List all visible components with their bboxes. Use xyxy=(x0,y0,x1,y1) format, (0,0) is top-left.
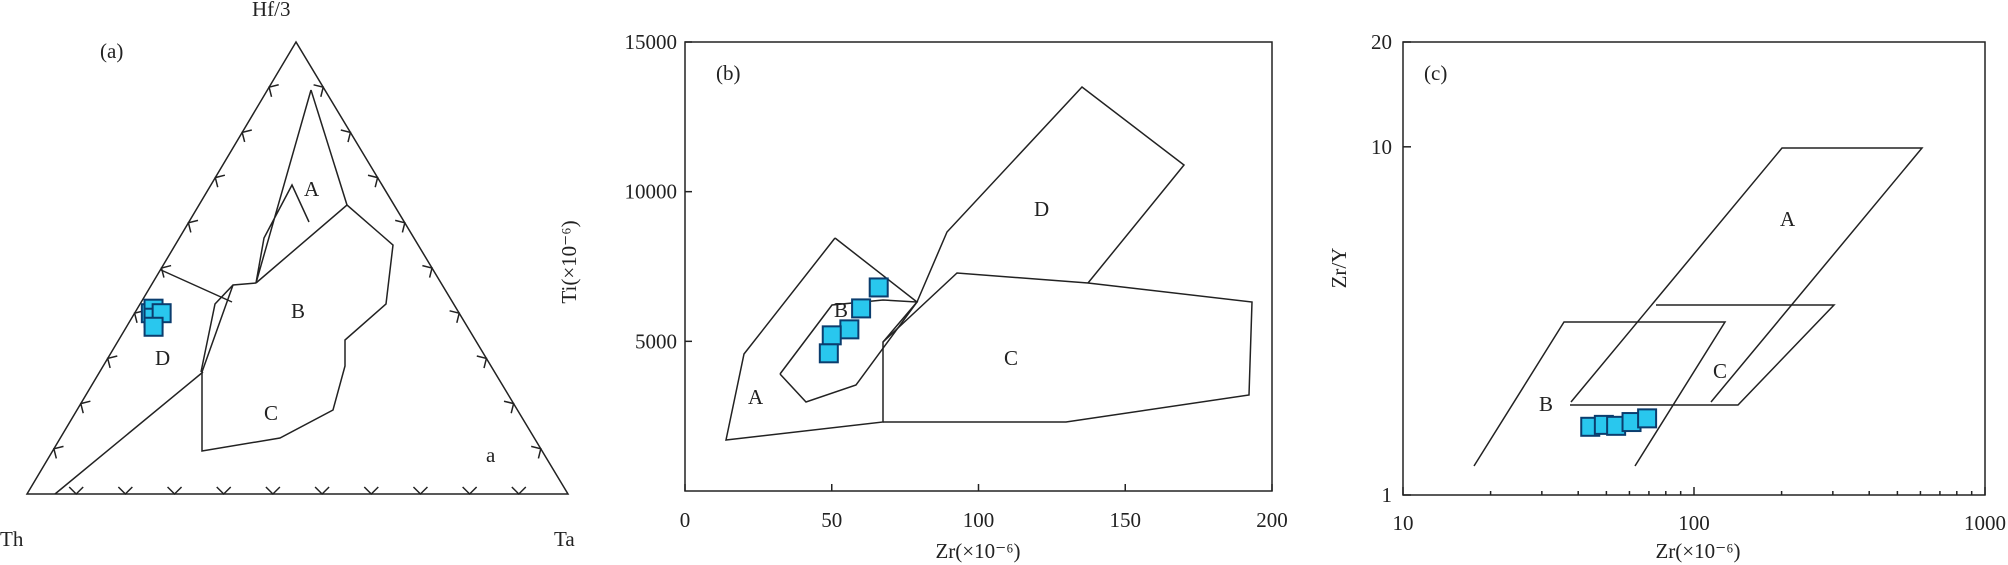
field-label-b: B xyxy=(291,299,305,323)
y-tick-label: 1 xyxy=(1382,483,1393,507)
field-c-polygon xyxy=(882,272,1253,423)
field-d-boundary xyxy=(160,269,233,303)
x-tick-label: 10 xyxy=(1393,511,1414,535)
tick-mark xyxy=(68,486,84,496)
panel-c-data-points xyxy=(1580,408,1658,437)
tick-mark xyxy=(422,264,433,278)
ternary-outline xyxy=(25,40,570,495)
field-label-d: D xyxy=(155,346,170,370)
y-tick-label: 5000 xyxy=(635,329,677,353)
panel-a-label: (a) xyxy=(100,39,123,63)
y-tick-label: 15000 xyxy=(625,30,678,54)
x-tick-label: 100 xyxy=(1678,511,1710,535)
panel-b-field-label-a: A xyxy=(748,385,764,409)
panel-c-plot-frame xyxy=(1402,41,1986,496)
ternary-tick-marks xyxy=(52,84,542,496)
panel-b-plot-frame xyxy=(684,41,1273,492)
data-point xyxy=(868,277,889,298)
panel-c-field-a-polygon xyxy=(1570,147,1924,403)
tick-mark xyxy=(216,486,232,496)
tick-mark xyxy=(531,445,542,459)
field-d-lower-line xyxy=(54,371,204,495)
tick-mark xyxy=(503,400,515,414)
panel-b-data-points xyxy=(818,277,889,364)
x-tick-label: 200 xyxy=(1256,508,1288,532)
x-tick-label: 1000 xyxy=(1964,511,2006,535)
panel-b-x-axis-label: Zr(×10⁻⁶) xyxy=(935,539,1020,563)
panel-c-field-b-polygon xyxy=(1473,321,1727,467)
tick-mark xyxy=(511,486,527,496)
data-point xyxy=(839,319,860,340)
data-point xyxy=(818,343,839,364)
field-d-polygon xyxy=(916,85,1186,303)
panel-b-y-axis-label: Ti(×10⁻⁶) xyxy=(557,220,581,303)
panel-c-label: (c) xyxy=(1424,61,1447,85)
tick-mark xyxy=(395,219,406,233)
panel-c-field-c-polygon xyxy=(1570,304,1836,406)
tick-mark xyxy=(160,264,172,278)
panel-c-field-label-a: A xyxy=(1780,207,1796,231)
field-label-a: A xyxy=(304,177,320,201)
y-tick-label: 10 xyxy=(1371,135,1392,159)
apex-right-label: Ta xyxy=(554,527,575,551)
tick-mark xyxy=(214,174,226,188)
tick-mark xyxy=(412,486,428,496)
x-tick-label: 150 xyxy=(1110,508,1142,532)
tick-mark xyxy=(117,486,133,496)
tick-mark xyxy=(363,486,379,496)
x-tick-label: 50 xyxy=(821,508,842,532)
field-label-c: C xyxy=(264,401,278,425)
tick-mark xyxy=(314,486,330,496)
tick-mark xyxy=(340,129,352,143)
panel-c-y-axis-label: Zr/Y xyxy=(1327,248,1351,289)
tick-mark xyxy=(449,310,461,323)
panel-b: 0 50 100 150 200 5000 10000 15000 (b) Zr(×10⁻⁶)… xyxy=(557,30,1288,563)
x-tick-label: 0 xyxy=(680,508,691,532)
panel-c-field-label-c: C xyxy=(1713,359,1727,383)
tick-mark xyxy=(79,400,91,414)
panel-a: (a) Hf/3 Th Ta A B C D a xyxy=(0,0,575,551)
tick-mark xyxy=(187,219,199,233)
data-point xyxy=(851,298,872,319)
field-b-polygon xyxy=(779,299,919,403)
field-label-a-lower: a xyxy=(486,443,496,467)
tick-mark xyxy=(106,355,118,369)
data-point xyxy=(143,316,164,337)
tick-mark xyxy=(52,445,64,459)
panel-b-field-label-c: C xyxy=(1004,346,1018,370)
tick-mark xyxy=(268,84,279,97)
panel-b-field-label-b: B xyxy=(834,298,848,322)
inner-line xyxy=(200,282,257,373)
tick-mark xyxy=(313,84,325,97)
tick-mark xyxy=(265,486,281,496)
data-point xyxy=(821,325,842,346)
apex-top-label: Hf/3 xyxy=(252,0,291,21)
tick-mark xyxy=(462,486,478,496)
y-tick-label: 20 xyxy=(1371,30,1392,54)
panel-c-field-label-b: B xyxy=(1539,392,1553,416)
tick-mark xyxy=(241,129,252,143)
tick-mark xyxy=(367,174,379,188)
panel-a-data-points xyxy=(140,298,172,337)
tick-mark xyxy=(476,355,488,369)
field-a-outer-line xyxy=(310,89,348,206)
panel-b-label: (b) xyxy=(716,61,741,85)
field-b-boundary xyxy=(201,204,394,452)
y-tick-label: 10000 xyxy=(625,180,678,204)
x-tick-label: 100 xyxy=(963,508,995,532)
field-a-polygon xyxy=(725,237,919,441)
panel-c-x-axis-label: Zr(×10⁻⁶) xyxy=(1655,539,1740,563)
data-point xyxy=(1637,408,1658,429)
field-a-boundary xyxy=(255,89,312,284)
apex-left-label: Th xyxy=(0,527,24,551)
panel-b-axis-ticks: 0 50 100 150 200 5000 10000 15000 xyxy=(625,30,1288,532)
tick-mark xyxy=(167,486,183,496)
panel-b-field-label-d: D xyxy=(1034,197,1049,221)
